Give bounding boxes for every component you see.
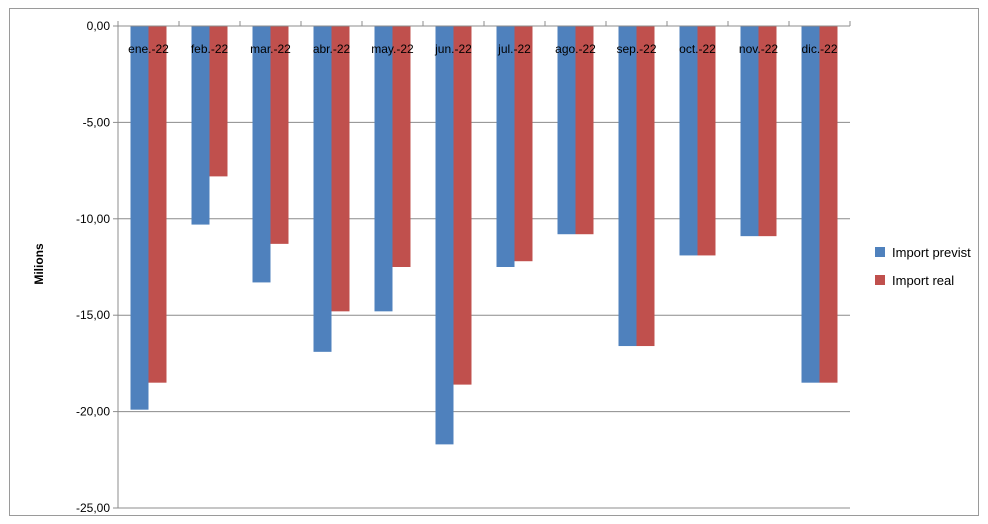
y-tick-label: -25,00 <box>76 501 110 515</box>
bar-previst <box>618 26 637 347</box>
bar-previst <box>191 26 210 225</box>
legend-swatch <box>875 247 885 257</box>
bar-real <box>697 26 716 256</box>
y-tick-label: 0,00 <box>87 19 111 33</box>
bar-real <box>209 26 228 177</box>
bar-previst <box>557 26 576 235</box>
bars <box>130 26 838 445</box>
legend-swatch <box>875 275 885 285</box>
x-category-label: feb.-22 <box>191 42 229 56</box>
bar-real <box>270 26 289 244</box>
x-category-label: sep.-22 <box>616 42 656 56</box>
bar-previst <box>252 26 271 283</box>
bar-real <box>758 26 777 237</box>
bar-previst <box>374 26 393 312</box>
bar-real <box>392 26 411 267</box>
x-category-label: dic.-22 <box>801 42 837 56</box>
bar-real <box>453 26 472 385</box>
x-category-label: ene.-22 <box>128 42 169 56</box>
bar-real <box>575 26 594 235</box>
y-tick-label: -10,00 <box>76 212 110 226</box>
y-tick-label: -20,00 <box>76 405 110 419</box>
x-category-label: jun.-22 <box>434 42 472 56</box>
bar-previst <box>679 26 698 256</box>
x-category-label: mar.-22 <box>250 42 291 56</box>
bar-previst <box>435 26 454 445</box>
x-category-label: jul.-22 <box>497 42 531 56</box>
gridlines <box>118 121 850 509</box>
legend: Import previst Import real <box>875 245 971 288</box>
bar-real <box>636 26 655 347</box>
bar-real <box>514 26 533 262</box>
legend-label: Import real <box>892 273 954 288</box>
bar-real <box>148 26 167 383</box>
x-category-label: nov.-22 <box>739 42 778 56</box>
bar-real <box>819 26 838 383</box>
bar-previst <box>740 26 759 237</box>
x-category-label: abr.-22 <box>313 42 351 56</box>
x-category-label: may.-22 <box>371 42 414 56</box>
y-tick-label: -5,00 <box>83 115 111 129</box>
legend-label: Import previst <box>892 245 971 260</box>
y-axis-title: Milions <box>32 243 46 285</box>
bar-previst <box>130 26 149 410</box>
bar-previst <box>801 26 820 383</box>
bar-real <box>331 26 350 312</box>
axes: 0,00 -5,00 -10,00 -15,00 -20,00 -25,00 ene.-22… <box>76 19 851 515</box>
y-tick-label: -15,00 <box>76 308 110 322</box>
x-category-label: oct.-22 <box>679 42 716 56</box>
bar-previst <box>496 26 515 267</box>
x-category-label: ago.-22 <box>555 42 596 56</box>
bar-previst <box>313 26 332 352</box>
